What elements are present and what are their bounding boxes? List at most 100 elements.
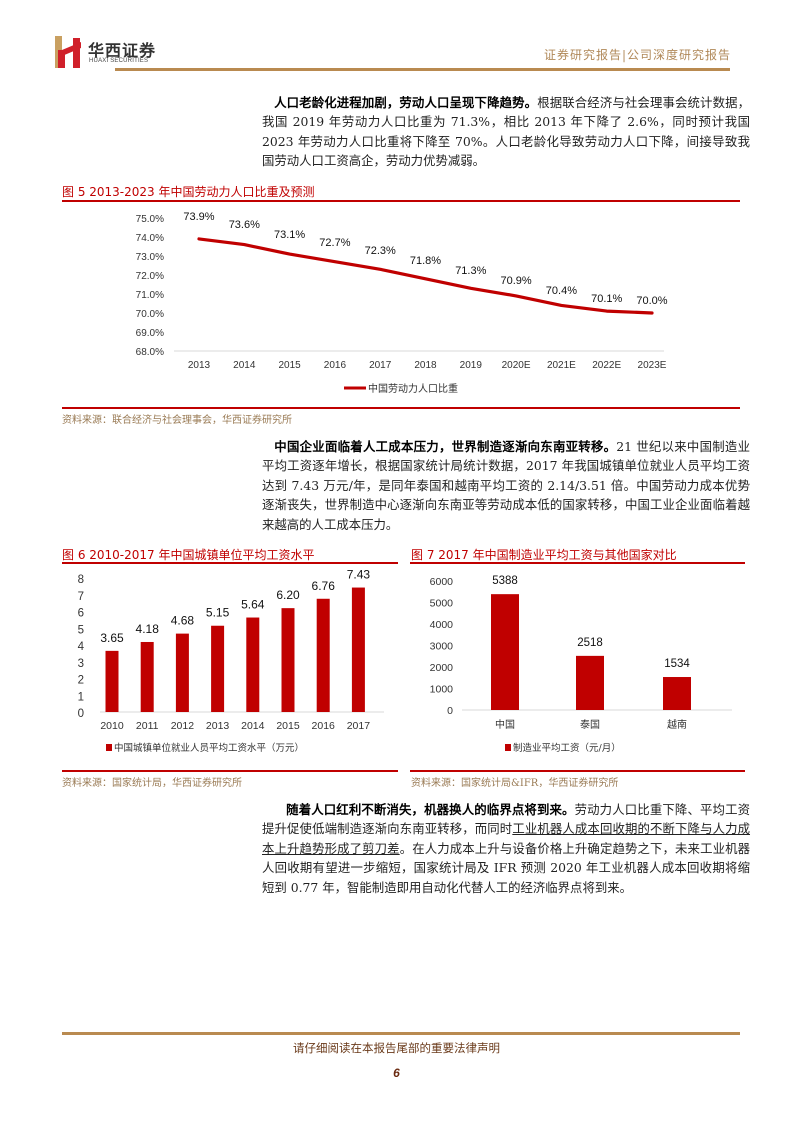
bar xyxy=(211,625,225,712)
figure-5-title: 图 5 2013-2023 年中国劳动力人口比重及预测 xyxy=(62,185,315,199)
x-tick-label: 2019 xyxy=(460,360,483,371)
y-tick-label: 0 xyxy=(78,708,84,720)
data-label: 1534 xyxy=(664,658,690,670)
x-tick-label: 泰国 xyxy=(580,718,600,731)
data-label: 70.9% xyxy=(500,275,531,287)
data-label: 4.68 xyxy=(171,614,195,628)
y-tick-label: 70.0% xyxy=(136,309,164,320)
legend-label: 中国城镇单位就业人员平均工资水平（万元） xyxy=(114,742,304,754)
y-tick-label: 2 xyxy=(78,675,84,687)
logo-text-cn: 华西证券 xyxy=(88,41,157,60)
x-tick-label: 2018 xyxy=(414,360,437,371)
y-tick-label: 1 xyxy=(78,691,84,703)
figure-7-title: 图 7 2017 年中国制造业平均工资与其他国家对比 xyxy=(411,548,677,562)
data-label: 73.9% xyxy=(183,211,214,223)
data-label: 70.4% xyxy=(546,285,577,297)
x-tick-label: 2014 xyxy=(233,360,256,371)
figure-7-source: 资料来源：国家统计局&IFR，华西证券研究所 xyxy=(411,778,619,789)
bar xyxy=(140,641,154,712)
figure-6-bottom-rule xyxy=(62,770,398,772)
bar xyxy=(663,677,691,710)
y-tick-label: 4000 xyxy=(430,619,454,631)
paragraph-lead: 中国企业面临着人工成本压力，世界制造逐渐向东南亚转移。 xyxy=(274,439,617,454)
figure-7-top-rule xyxy=(410,562,745,564)
data-label: 5.15 xyxy=(206,606,230,620)
figure-7-chart: 6000 5000 4000 3000 2000 1000 0 5388 中国 2518 泰国 153… xyxy=(410,564,745,770)
data-label: 5388 xyxy=(492,575,518,587)
x-tick-label: 2011 xyxy=(136,720,159,732)
x-tick-label: 2013 xyxy=(188,360,211,371)
figure-6-source: 资料来源：国家统计局，华西证券研究所 xyxy=(62,778,242,789)
footer-divider xyxy=(62,1032,740,1035)
data-label: 6.76 xyxy=(312,579,336,593)
x-tick-label: 2013 xyxy=(206,720,230,732)
y-tick-label: 0 xyxy=(447,705,453,717)
figure-7-bottom-rule xyxy=(410,770,745,772)
bar xyxy=(246,617,260,712)
y-tick-label: 69.0% xyxy=(136,328,164,339)
header-divider xyxy=(115,68,730,71)
bar xyxy=(105,650,119,712)
data-label: 73.6% xyxy=(229,219,260,231)
y-tick-label: 71.0% xyxy=(136,290,164,301)
x-tick-label: 中国 xyxy=(495,718,515,731)
figure-5-top-rule xyxy=(62,200,740,202)
paragraph-body: 根据联合经济与社会理事会统计数据，我国 2019 年劳动力人口比重为 71.3%… xyxy=(262,95,751,169)
paragraph-lead: 随着人口红利不断消失，机器换人的临界点将到来。 xyxy=(286,802,575,817)
legend-square-icon xyxy=(505,744,511,751)
line-chart: 75.0% 74.0% 73.0% 72.0% 71.0% 70.0% 69.0% 68.0%… xyxy=(136,211,668,395)
x-tick-label: 2015 xyxy=(278,360,301,371)
bar-chart: 8 7 6 5 4 3 2 1 0 3.65 2010 4.18 2011 4.68 2012 5.15 201… xyxy=(78,568,384,754)
x-tick-label: 2022E xyxy=(592,360,621,371)
bar xyxy=(281,608,295,712)
data-label: 3.65 xyxy=(100,631,124,645)
y-tick-label: 5000 xyxy=(430,598,454,610)
y-tick-label: 72.0% xyxy=(136,271,164,282)
x-tick-label: 2020E xyxy=(502,360,531,371)
paragraph-lead: 人口老龄化进程加剧，劳动人口呈现下降趋势。 xyxy=(274,95,538,110)
y-tick-label: 7 xyxy=(78,591,84,603)
data-label: 5.64 xyxy=(241,598,265,612)
data-label: 70.1% xyxy=(591,293,622,305)
x-tick-label: 2015 xyxy=(276,720,300,732)
y-tick-label: 1000 xyxy=(430,684,454,696)
bar xyxy=(491,594,519,710)
legend-label: 中国劳动力人口比重 xyxy=(368,382,458,395)
data-label: 4.18 xyxy=(136,622,160,636)
bar xyxy=(351,587,365,712)
paragraph-underlined: 工业机器人成本回收期的不断下降与人力成本上升趋势形成了剪刀差 xyxy=(262,821,751,856)
y-tick-label: 3 xyxy=(78,658,84,670)
x-tick-label: 2014 xyxy=(241,720,265,732)
figure-6-title: 图 6 2010-2017 年中国城镇单位平均工资水平 xyxy=(62,548,315,562)
y-tick-label: 6 xyxy=(78,608,84,620)
legend-square-icon xyxy=(106,744,112,751)
legal-disclaimer: 请仔细阅读在本报告尾部的重要法律声明 xyxy=(293,1041,500,1055)
y-tick-label: 74.0% xyxy=(136,233,164,244)
bar xyxy=(316,598,330,712)
data-label: 73.1% xyxy=(274,229,305,241)
bar-chart: 6000 5000 4000 3000 2000 1000 0 5388 中国 2518 泰国 153… xyxy=(430,575,732,754)
x-tick-label: 2017 xyxy=(369,360,392,371)
huaxi-logo-icon xyxy=(55,36,81,68)
figure-6-top-rule xyxy=(62,562,398,564)
data-label: 6.20 xyxy=(276,588,300,602)
y-tick-label: 68.0% xyxy=(136,347,164,358)
y-tick-label: 5 xyxy=(78,624,84,636)
data-label: 72.7% xyxy=(319,237,350,249)
y-tick-label: 6000 xyxy=(430,576,454,588)
y-tick-label: 73.0% xyxy=(136,252,164,263)
x-tick-label: 2021E xyxy=(547,360,576,371)
paragraph-body: 。在人力成本上升与设备价格上升确定趋势之下，未来工业机器人回收期有望进一步缩短，… xyxy=(262,840,751,895)
page-number: 6 xyxy=(393,1066,400,1080)
bar xyxy=(175,633,189,712)
x-tick-label: 2023E xyxy=(638,360,667,371)
x-tick-label: 2016 xyxy=(324,360,347,371)
data-label: 70.0% xyxy=(636,295,667,307)
paragraph-body: 劳动力人口比重下降、平均工资提升促使低端制造逐渐向东南亚转移，而同时 xyxy=(262,802,751,837)
paragraph-robots: 随着人口红利不断消失，机器换人的临界点将到来。劳动力人口比重下降、平均工资提升促… xyxy=(262,800,750,897)
y-tick-label: 75.0% xyxy=(136,214,164,225)
y-tick-label: 8 xyxy=(78,574,84,586)
figure-6-chart: 8 7 6 5 4 3 2 1 0 3.65 2010 4.18 2011 4.68 2012 5.15 201… xyxy=(62,564,398,770)
data-label: 71.3% xyxy=(455,265,486,277)
y-tick-label: 2000 xyxy=(430,662,454,674)
